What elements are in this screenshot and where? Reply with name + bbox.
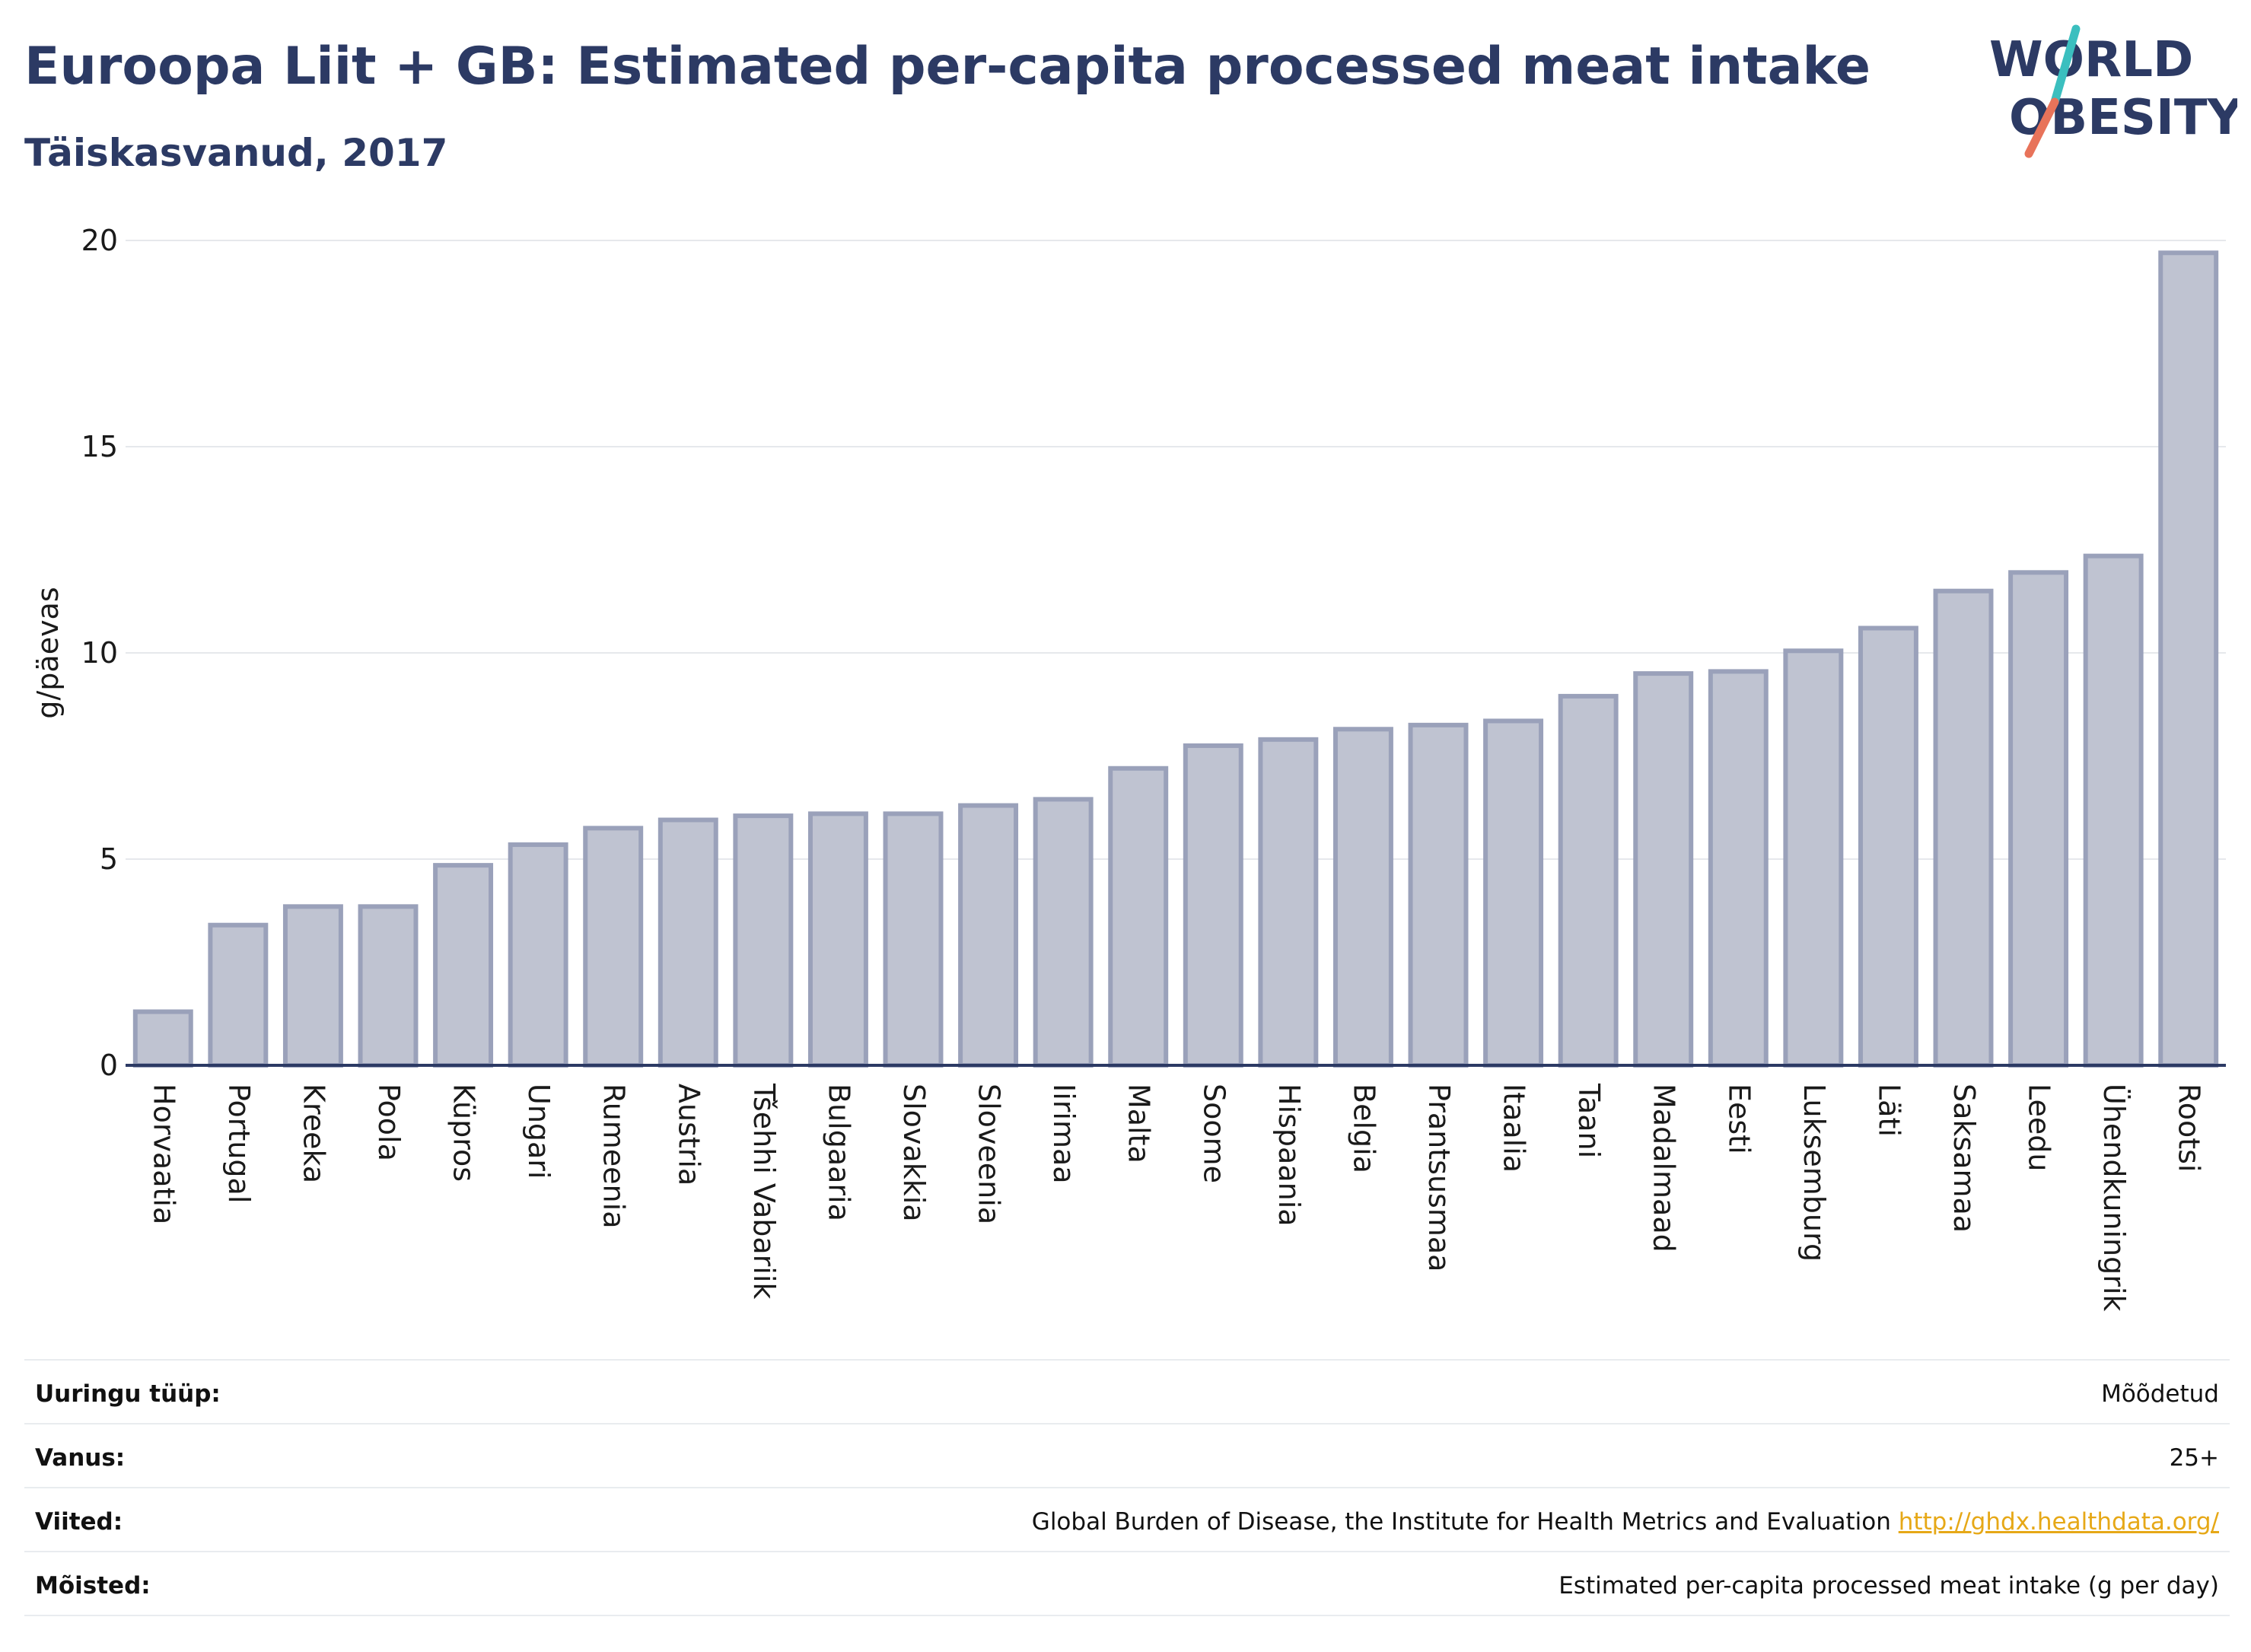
bar <box>883 811 944 1068</box>
x-tick-label: Rootsi <box>2173 1084 2206 1172</box>
chart-subtitle: Täiskasvanud, 2017 <box>24 131 448 175</box>
x-tick-label: Madalmaad <box>1648 1084 1681 1253</box>
logo-slash-bottom <box>2024 97 2059 158</box>
info-row: Uuringu tüüp: Mõõdetud <box>24 1359 2230 1423</box>
bar <box>433 863 494 1068</box>
x-tick-label: Rumeenia <box>597 1084 631 1228</box>
y-tick-label: 10 <box>81 636 118 670</box>
info-value: Mõõdetud <box>2101 1380 2219 1408</box>
x-tick-label: Horvaatia <box>147 1084 180 1224</box>
logo-slash-top <box>2050 24 2081 107</box>
x-tick-label: Eesti <box>1722 1084 1756 1154</box>
x-tick-label: Ühendkuningrik <box>2097 1084 2131 1311</box>
bar <box>1783 648 1844 1068</box>
x-tick-label: Ungari <box>522 1084 556 1179</box>
x-tick-label: Poola <box>372 1084 406 1161</box>
info-key: Uuringu tüüp: <box>35 1380 221 1408</box>
x-tick-label: Taani <box>1572 1083 1606 1158</box>
y-tick-label: 15 <box>81 430 118 463</box>
info-row: Mõisted: Estimated per-capita processed m… <box>24 1551 2230 1615</box>
bar <box>958 803 1019 1068</box>
x-tick-label: Slovakkia <box>897 1084 931 1222</box>
bar <box>508 842 568 1068</box>
bar <box>1258 737 1319 1068</box>
bar <box>1108 766 1169 1068</box>
info-row: Vanus: 25+ <box>24 1423 2230 1487</box>
info-key: Mõisted: <box>35 1572 151 1599</box>
x-tick-label: Prantsusmaa <box>1422 1084 1456 1272</box>
info-key: Vanus: <box>35 1444 126 1472</box>
chart-title: Euroopa Liit + GB: Estimated per-capita … <box>24 37 1871 97</box>
info-table-bottom-border <box>24 1615 2230 1616</box>
x-tick-label: Läti <box>1872 1084 1906 1137</box>
bar <box>282 904 343 1068</box>
bar <box>1633 671 1694 1068</box>
x-tick-label: Küpros <box>447 1084 481 1182</box>
x-tick-label: Luksemburg <box>1797 1084 1831 1262</box>
x-tick-label: Iirimaa <box>1047 1084 1081 1184</box>
bar <box>1033 797 1094 1068</box>
bar <box>583 826 644 1068</box>
x-tick-label: Soome <box>1197 1084 1231 1183</box>
x-tick-label: Leedu <box>2023 1084 2056 1171</box>
bar <box>358 904 419 1068</box>
bar <box>208 922 269 1068</box>
info-value: 25+ <box>2170 1444 2219 1472</box>
info-value-text: Mõõdetud <box>2101 1380 2219 1408</box>
world-obesity-logo: WORLD OBESITY <box>1989 24 2237 158</box>
info-value: Global Burden of Disease, the Institute … <box>1032 1508 2219 1536</box>
bar <box>2083 553 2144 1068</box>
x-tick-label: Austria <box>672 1084 705 1186</box>
x-tick-label: Sloveenia <box>973 1084 1006 1224</box>
x-tick-label: Kreeka <box>297 1084 330 1183</box>
x-tick-label: Belgia <box>1347 1084 1380 1173</box>
x-tick-label: Hispaania <box>1272 1084 1306 1227</box>
x-tick-label: Portugal <box>222 1084 256 1203</box>
info-value-text: Global Burden of Disease, the Institute … <box>1031 1508 1891 1536</box>
bar <box>1183 743 1243 1068</box>
bar <box>807 811 868 1068</box>
bar <box>1558 693 1619 1068</box>
x-tick-label: Itaalia <box>1498 1084 1531 1173</box>
x-tick-label: Saksamaa <box>1947 1084 1981 1233</box>
bar <box>1933 588 1994 1068</box>
y-tick-label: 5 <box>100 842 118 876</box>
bar <box>1408 722 1469 1068</box>
bar <box>1332 727 1393 1068</box>
info-value: Estimated per-capita processed meat inta… <box>1559 1572 2219 1599</box>
bar <box>1483 718 1544 1068</box>
x-tick-label: Bulgaaria <box>822 1084 855 1221</box>
x-tick-label: Tšehhi Vabariik <box>747 1083 781 1299</box>
x-tick-label: Malta <box>1122 1084 1156 1163</box>
bar <box>2008 570 2069 1068</box>
bar <box>132 1009 193 1068</box>
info-row: Viited: Global Burden of Disease, the Ins… <box>24 1487 2230 1551</box>
source-link[interactable]: http://ghdx.healthdata.org/ <box>1898 1508 2219 1536</box>
bar <box>1708 669 1769 1068</box>
y-tick-label: 0 <box>100 1049 118 1082</box>
y-tick-label: 20 <box>81 224 118 257</box>
logo-text-world: WORLD <box>1989 32 2193 88</box>
bar <box>733 813 794 1068</box>
info-key: Viited: <box>35 1508 123 1536</box>
info-value-text: Estimated per-capita processed meat inta… <box>1559 1572 2219 1599</box>
bar-chart: 0 5 10 15 20 g/päevas Horvaatia Portugal Kreeka P… <box>31 224 2226 1311</box>
y-axis-title: g/päevas <box>31 587 65 718</box>
bar <box>657 817 718 1068</box>
bar <box>1858 625 1918 1068</box>
info-value-text: 25+ <box>2169 1444 2219 1472</box>
bar <box>2158 250 2219 1068</box>
